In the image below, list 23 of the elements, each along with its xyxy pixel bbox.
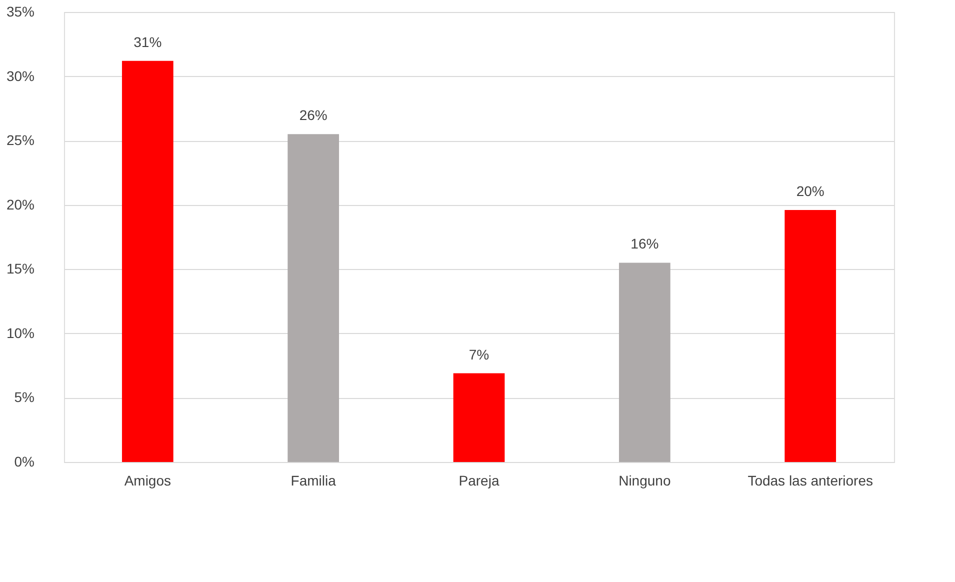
y-tick-label: 0% (14, 454, 34, 470)
bar (453, 373, 505, 462)
bar (784, 210, 836, 462)
y-tick-label: 15% (6, 260, 34, 277)
y-tick-label: 25% (6, 132, 34, 148)
bar (618, 262, 670, 462)
y-tick-label: 5% (14, 389, 34, 406)
x-tick-label: Amigos (124, 472, 172, 488)
data-label: 31% (134, 34, 162, 50)
bar (122, 60, 174, 462)
y-tick-label: 10% (6, 324, 34, 341)
y-tick-label: 35% (6, 4, 34, 20)
data-label: 16% (630, 236, 659, 252)
x-tick-label: Todas las anteriores (748, 472, 873, 488)
data-label: 7% (468, 346, 490, 362)
bar (288, 134, 340, 462)
x-tick-label: Pareja (458, 472, 500, 488)
y-tick-label: 30% (6, 68, 34, 84)
data-label: 26% (299, 107, 328, 124)
x-tick-label: Ninguno (618, 472, 671, 488)
data-label: 20% (796, 183, 824, 199)
y-tick-label: 20% (6, 196, 34, 212)
x-tick-label: Familia (290, 472, 336, 488)
